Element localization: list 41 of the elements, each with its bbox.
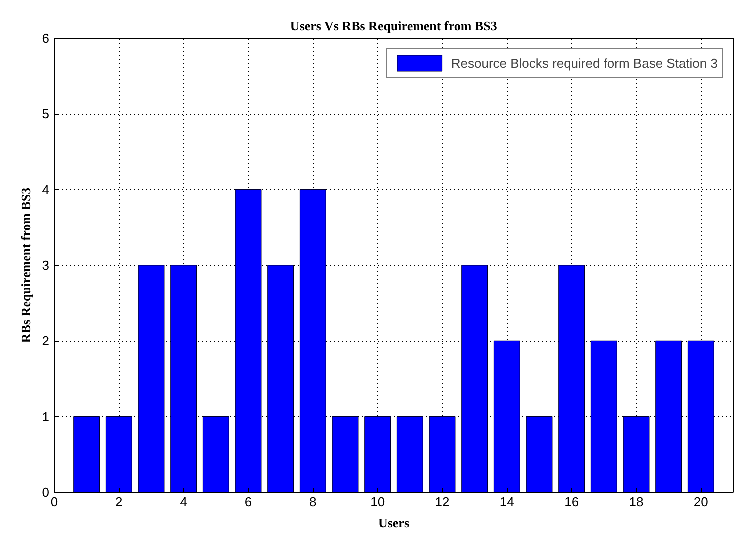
bar xyxy=(494,340,520,492)
bar xyxy=(558,265,586,492)
y-tick-label: 4 xyxy=(42,182,50,198)
bar xyxy=(396,416,424,492)
x-tick-label: 6 xyxy=(244,494,252,510)
bar xyxy=(656,340,682,492)
legend-label: Resource Blocks required form Base Station 3 xyxy=(451,56,718,70)
bar xyxy=(138,265,165,492)
bar xyxy=(590,340,618,492)
y-tick-label: 6 xyxy=(42,31,50,46)
bar xyxy=(106,416,132,492)
bar xyxy=(170,265,198,492)
bar xyxy=(268,265,294,492)
bar xyxy=(202,416,230,492)
bar xyxy=(364,416,392,492)
bar xyxy=(332,416,359,492)
chart-title: Users Vs RBs Requirement from BS3 xyxy=(290,18,498,34)
bar xyxy=(74,416,100,492)
bar xyxy=(623,416,650,492)
x-tick-label: 10 xyxy=(370,494,386,510)
bar xyxy=(526,416,553,492)
x-tick-label: 12 xyxy=(435,494,450,510)
bar xyxy=(300,190,326,492)
x-tick-label: 2 xyxy=(116,494,123,510)
bar xyxy=(235,190,262,492)
y-tick-label: 2 xyxy=(42,334,50,349)
y-tick-label: 5 xyxy=(42,106,50,122)
x-tick-label: 4 xyxy=(180,494,188,510)
bar xyxy=(462,265,488,492)
x-axis-title: Users xyxy=(378,516,410,530)
x-tick-label: 16 xyxy=(564,494,580,510)
y-tick-label: 0 xyxy=(42,485,50,500)
bar xyxy=(429,416,456,492)
x-tick-label: 8 xyxy=(310,494,317,510)
y-tick-label: 1 xyxy=(42,409,50,424)
x-tick-label: 20 xyxy=(694,494,708,510)
x-tick-label: 14 xyxy=(500,494,514,510)
y-axis-title: RBs Requirement from BS3 xyxy=(18,187,34,344)
x-tick-label: 18 xyxy=(629,494,644,510)
y-tick-label: 3 xyxy=(42,258,50,273)
bar xyxy=(688,340,714,492)
